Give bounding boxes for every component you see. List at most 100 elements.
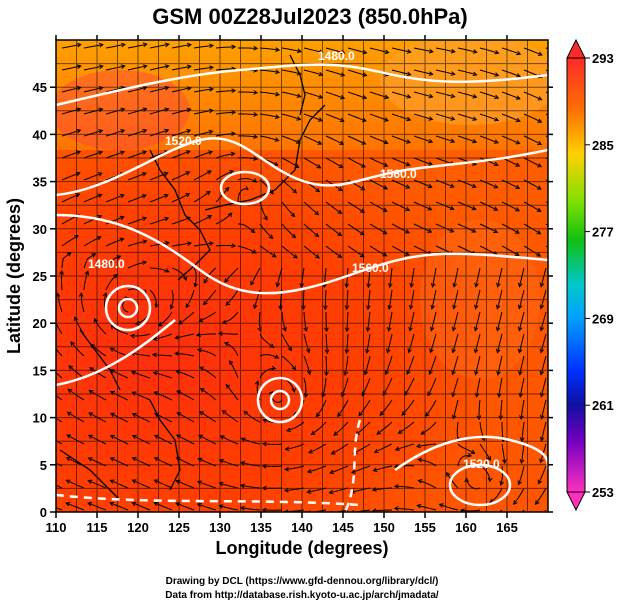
temperature-field-cool-patch	[380, 40, 548, 125]
streamline-arrowhead	[120, 64, 126, 69]
streamline	[369, 223, 387, 235]
streamline-arrowhead	[406, 369, 411, 375]
streamline-arrowhead	[560, 75, 564, 79]
streamline	[303, 69, 323, 76]
streamline	[110, 457, 129, 467]
streamline	[281, 91, 301, 98]
streamline-arrowhead	[363, 370, 369, 376]
streamline-arrowhead	[339, 117, 345, 123]
streamline-arrowhead	[360, 208, 366, 213]
cyclone-west-outer	[104, 284, 152, 332]
streamline-arrowhead	[406, 49, 412, 54]
streamline-arrowhead	[88, 412, 94, 417]
streamline	[110, 391, 129, 401]
streamline	[457, 47, 477, 53]
streamline-arrowhead	[76, 85, 82, 91]
streamline	[302, 289, 305, 310]
streamline	[238, 91, 258, 94]
streamline-arrowhead	[263, 215, 268, 221]
streamline-arrowhead	[253, 45, 259, 51]
streamline-arrowhead	[96, 236, 102, 241]
streamline	[215, 170, 234, 181]
streamline	[523, 245, 541, 257]
streamline-arrowhead	[383, 139, 389, 145]
streamline-arrowhead	[120, 150, 126, 156]
streamline	[364, 355, 371, 375]
streamline-arrowhead	[271, 365, 277, 371]
streamline	[154, 434, 173, 445]
streamline	[452, 399, 459, 419]
streamline	[176, 390, 195, 401]
streamline-arrowhead	[271, 253, 277, 258]
x-tick-label: 130	[209, 520, 231, 535]
streamline	[452, 377, 459, 397]
streamline	[105, 129, 125, 137]
streamline-arrowhead	[97, 172, 103, 177]
streamline	[61, 108, 81, 115]
height-contours	[56, 63, 548, 512]
streamline	[501, 179, 520, 189]
streamline-arrowhead	[452, 282, 458, 288]
streamline-arrowhead	[141, 194, 147, 199]
streamline	[154, 502, 173, 511]
streamline	[369, 157, 388, 167]
streamline-arrowhead	[231, 131, 237, 137]
streamline-arrowhead	[360, 163, 366, 168]
streamline	[110, 435, 129, 445]
streamline-arrowhead	[102, 292, 108, 298]
streamline	[410, 289, 415, 310]
streamline-arrowhead	[417, 479, 423, 484]
streamline-arrowhead	[474, 282, 479, 288]
streamline	[344, 355, 349, 376]
streamline	[369, 135, 388, 144]
streamline-arrowhead	[198, 317, 204, 323]
streamline	[519, 267, 525, 287]
streamline	[369, 201, 388, 212]
streamline-arrowhead	[207, 214, 213, 220]
streamline-arrowhead	[254, 380, 260, 386]
streamline-arrowhead	[494, 49, 500, 55]
streamline	[193, 130, 213, 137]
streamline	[489, 487, 503, 503]
streamline-arrowhead	[253, 90, 259, 95]
streamline	[61, 235, 79, 247]
streamline	[430, 333, 437, 353]
streamline-arrowhead	[428, 370, 433, 376]
streamline-arrowhead	[493, 184, 499, 189]
streamline-arrowhead	[217, 331, 223, 336]
streamline-arrowhead	[405, 206, 411, 212]
streamline-arrowhead	[76, 150, 82, 155]
streamline	[83, 194, 102, 203]
streamline	[460, 509, 481, 512]
y-tick-label: 20	[33, 316, 47, 331]
streamline-arrowhead	[537, 118, 543, 123]
streamline	[259, 245, 277, 258]
streamline-arrowhead	[131, 412, 137, 418]
streamline-arrowhead	[164, 240, 170, 246]
streamline	[325, 223, 342, 237]
streamline	[203, 267, 217, 284]
streamline	[347, 135, 366, 145]
streamline	[466, 478, 481, 490]
streamline	[259, 135, 279, 142]
streamline-arrowhead	[372, 467, 378, 472]
streamline-arrowhead	[314, 210, 320, 216]
streamline-arrowhead	[221, 409, 227, 415]
streamline-arrowhead	[307, 449, 313, 454]
streamline-arrowhead	[517, 304, 523, 310]
streamline	[501, 223, 520, 234]
streamline-arrowhead	[142, 42, 148, 48]
streamline	[149, 172, 169, 181]
streamline-arrowhead	[93, 317, 98, 323]
streamline-arrowhead	[406, 94, 412, 99]
streamline	[303, 245, 320, 259]
x-tick-label: 120	[127, 520, 149, 535]
streamline	[346, 311, 349, 332]
streamline	[171, 193, 190, 203]
streamline	[496, 311, 503, 331]
streamline-arrowhead	[164, 216, 170, 222]
streamline-arrowhead	[224, 186, 230, 192]
streamline	[409, 311, 415, 331]
streamline-arrowhead	[494, 117, 500, 122]
streamline-arrowhead	[476, 415, 482, 421]
